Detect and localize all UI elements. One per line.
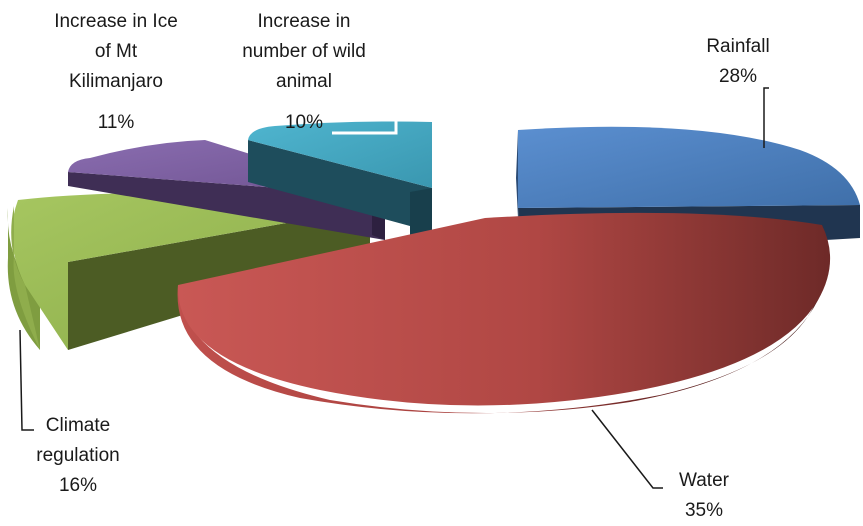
label-wild-value: 10% bbox=[285, 112, 323, 133]
leader-line-water bbox=[591, 409, 663, 489]
label-rainfall-value: 28% bbox=[719, 66, 757, 87]
label-water-value: 35% bbox=[685, 500, 723, 521]
slice-wild-top bbox=[248, 121, 432, 188]
slice-climate-top bbox=[11, 192, 371, 350]
label-ice-line1: Increase in Ice bbox=[54, 11, 178, 32]
leader-line-wild bbox=[332, 118, 398, 135]
label-water-name: Water bbox=[679, 470, 730, 491]
label-wild-line1: Increase in bbox=[258, 11, 351, 32]
label-rainfall-name: Rainfall bbox=[706, 36, 769, 57]
label-ice-line3: Kilimanjaro bbox=[69, 71, 163, 92]
label-climate-line2: regulation bbox=[36, 445, 119, 466]
leader-line-climate bbox=[19, 329, 34, 431]
label-wild-line2: number of wild bbox=[242, 41, 366, 62]
label-climate-value: 16% bbox=[59, 475, 97, 496]
label-climate-line1: Climate bbox=[46, 415, 110, 436]
leader-lines bbox=[19, 87, 769, 489]
slice-water-top bbox=[177, 212, 831, 406]
label-ice-value: 11% bbox=[98, 112, 135, 133]
label-ice-line2: of Mt bbox=[95, 41, 138, 62]
slice-wild-animal bbox=[248, 121, 432, 236]
slice-rainfall-top bbox=[518, 126, 860, 208]
slice-wild-inner bbox=[248, 140, 432, 232]
slice-wild-inner2 bbox=[410, 188, 432, 236]
slice-ice-side bbox=[68, 172, 385, 240]
label-wild-line3: animal bbox=[276, 71, 332, 92]
slice-labels: Rainfall 28% Water 35% Climate regulatio… bbox=[36, 11, 769, 521]
slice-water bbox=[177, 212, 831, 414]
leader-line-rainfall bbox=[763, 87, 769, 148]
